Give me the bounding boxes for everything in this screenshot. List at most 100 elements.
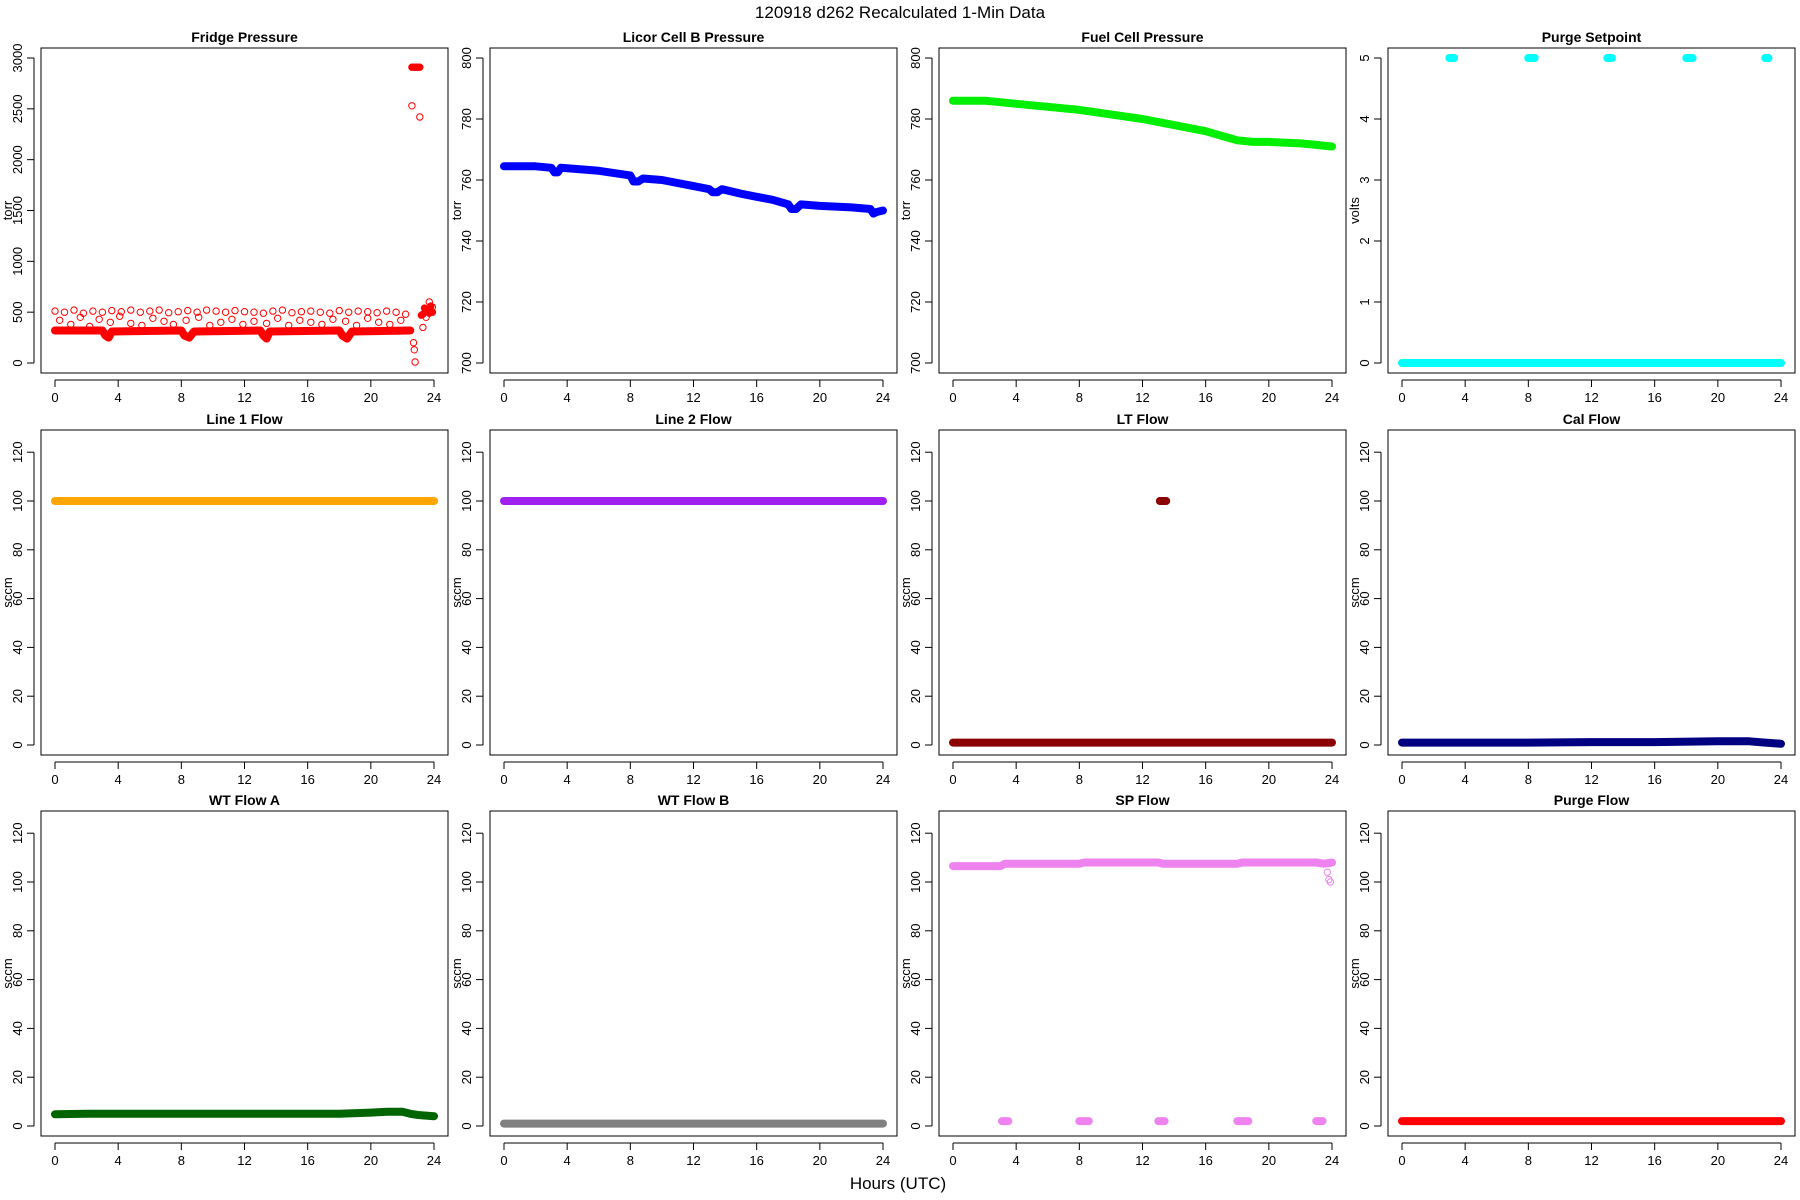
x-tick-label: 24 [1774,772,1788,787]
y-tick-label: 740 [908,230,923,252]
data-point [89,307,97,315]
x-tick-label: 4 [1462,772,1469,787]
y-tick-label: 120 [908,441,923,463]
y-tick-label: 0 [1357,741,1372,748]
panel-6: LT Flow 0 4 8 12 16 20 24 0 20 40 60 80 100 120 sccm [898,411,1347,787]
y-tick-label: 20 [459,689,474,703]
data-point [262,319,271,328]
y-tick-label: 760 [459,169,474,191]
y-tick-label: 60 [10,591,25,605]
data-point [288,309,296,317]
data-point [127,306,135,314]
y-tick-label: 20 [459,1070,474,1084]
x-tick-label: 24 [1325,772,1339,787]
data-point [419,323,427,332]
y-tick-label: 20 [1357,1070,1372,1084]
plot-frame [938,429,1347,756]
data-point [136,308,145,316]
plot-frame [1387,810,1796,1137]
series-line [949,858,1336,871]
data-point [240,308,249,316]
y-tick-label: 120 [10,441,25,463]
y-tick-label: 20 [908,689,923,703]
data-point [401,310,410,318]
plot-frame [489,429,898,756]
series-3 [408,102,437,366]
x-tick-label: 12 [1135,772,1149,787]
y-tick-label: 40 [908,640,923,654]
x-tick-label: 8 [178,772,185,787]
series-line [51,326,415,343]
panel-5: Line 2 Flow 0 4 8 12 16 20 24 0 20 40 60 80 100 120 scc… [449,411,898,787]
plot-frame [1387,47,1796,374]
data-point [160,317,168,325]
plot-frame [489,810,898,1137]
data-point [410,346,418,354]
data-point [138,321,146,330]
data-point [56,316,64,324]
plot-frame [489,47,898,374]
y-tick-label: 120 [908,822,923,844]
panel-title: Licor Cell B Pressure [623,29,765,45]
x-tick-label: 8 [1076,772,1083,787]
y-tick-label: 0 [459,741,474,748]
x-tick-label: 20 [1711,772,1725,787]
y-tick-label: 0 [10,741,25,748]
data-point [416,63,424,71]
panel-10: SP Flow 0 4 8 12 16 20 24 0 20 40 60 80 100 120 sccm [898,792,1347,1168]
y-tick-label: 800 [459,47,474,69]
x-tick-label: 4 [115,1153,122,1168]
x-tick-label: 24 [427,390,441,405]
y-tick-label: 0 [10,1122,25,1129]
x-tick-label: 4 [1462,390,1469,405]
y-tick-label: 800 [908,47,923,69]
x-tick-label: 24 [427,772,441,787]
panel-title: Fridge Pressure [191,29,298,45]
y-tick-label: 120 [459,441,474,463]
panel-title: Cal Flow [1563,411,1621,427]
figure-xlabel: Hours (UTC) [850,1174,946,1193]
y-tick-label: 100 [908,871,923,893]
panel-title: LT Flow [1117,411,1169,427]
data-point [149,314,157,322]
plot-frame [938,810,1347,1137]
series-0 [949,858,1336,871]
y-tick-label: 120 [1357,822,1372,844]
data-point [428,308,437,316]
x-tick-label: 20 [1262,390,1276,405]
x-tick-label: 16 [300,1153,314,1168]
data-point [274,314,282,322]
series-0 [500,162,887,218]
y-tick-label: 0 [10,359,25,366]
x-tick-label: 20 [364,390,378,405]
x-tick-label: 20 [813,390,827,405]
data-point [98,308,107,316]
x-tick-label: 4 [1013,390,1020,405]
panel-title: WT Flow B [658,792,730,808]
x-tick-label: 4 [564,772,571,787]
x-tick-label: 20 [813,772,827,787]
data-point [250,308,258,316]
data-point [70,306,78,314]
y-tick-label: 1000 [10,247,25,276]
y-tick-label: 2500 [10,94,25,123]
x-tick-label: 24 [1325,1153,1339,1168]
y-tick-label: 500 [10,301,25,323]
panel-7: Cal Flow 0 4 8 12 16 20 24 0 20 40 60 80 100 120 sccm [1347,411,1796,787]
series-0 [51,326,415,343]
data-point [217,318,225,326]
data-point [1323,868,1332,876]
x-tick-label: 20 [1711,390,1725,405]
x-tick-label: 24 [427,1153,441,1168]
data-point [335,306,343,315]
x-tick-label: 8 [1525,1153,1532,1168]
x-tick-label: 16 [749,1153,763,1168]
y-tick-label: 0 [1357,359,1372,366]
data-point [206,321,214,330]
panel-1: Licor Cell B Pressure 0 4 8 12 16 20 24 700 720 74… [449,29,898,405]
x-tick-label: 20 [1262,1153,1276,1168]
plot-frame [40,810,449,1137]
panel-4: Line 1 Flow 0 4 8 12 16 20 24 0 20 40 60 80 100 120 scc… [0,411,449,787]
data-point [341,317,350,325]
